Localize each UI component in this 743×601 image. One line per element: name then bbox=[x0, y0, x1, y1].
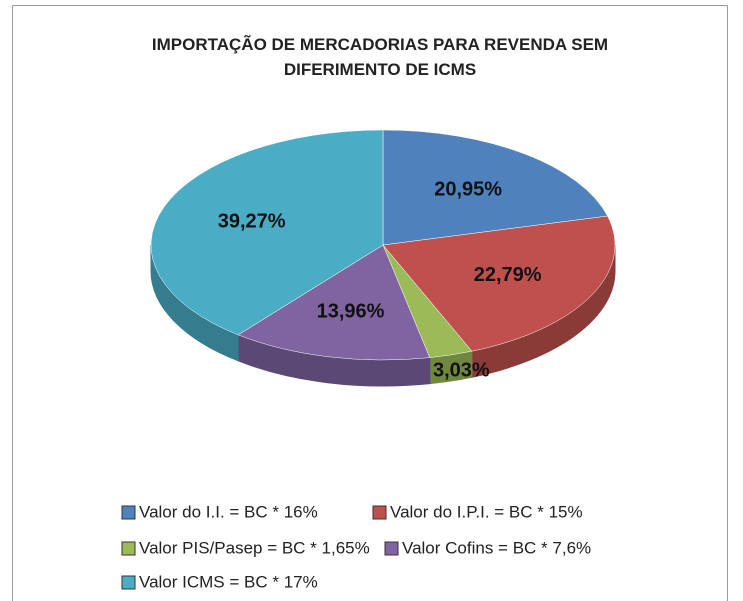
legend-label: Valor PIS/Pasep = BC * 1,65% bbox=[139, 538, 370, 557]
slice bbox=[150, 129, 384, 336]
data-label: 13,96% bbox=[317, 300, 385, 322]
legend-label: Valor Cofins = BC * 7,6% bbox=[402, 538, 591, 557]
slice bbox=[382, 129, 608, 246]
legend-label: Valor do I.I. = BC * 16% bbox=[139, 502, 318, 521]
slice bbox=[382, 215, 616, 352]
chart-title: IMPORTAÇÃO DE MERCADORIAS PARA REVENDA S… bbox=[151, 35, 609, 79]
data-label: 22,79% bbox=[474, 264, 542, 286]
legend-label: Valor ICMS = BC * 17% bbox=[139, 572, 318, 591]
data-label: 39,27% bbox=[218, 210, 286, 232]
legend-swatch bbox=[121, 541, 136, 556]
legend-swatch bbox=[384, 541, 399, 556]
legend-swatch bbox=[121, 505, 136, 520]
data-label: 20,95% bbox=[434, 179, 502, 201]
legend-swatch bbox=[121, 575, 136, 590]
slice bbox=[237, 244, 431, 361]
data-label: 3,03% bbox=[433, 360, 490, 382]
legend-label: Valor do I.P.I. = BC * 15% bbox=[390, 502, 583, 521]
legend-swatch bbox=[372, 505, 387, 520]
